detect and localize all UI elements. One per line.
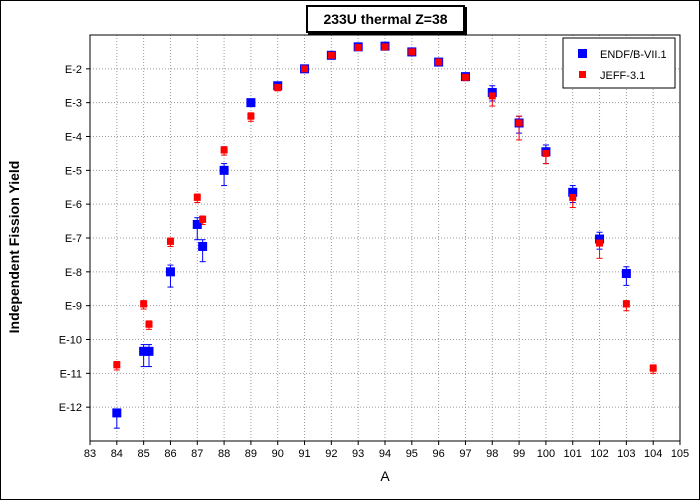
jeff-point: [515, 119, 523, 127]
x-tick-label: 91: [298, 448, 310, 460]
endf-point: [568, 187, 578, 197]
jeff-point: [596, 239, 604, 247]
x-tick-label: 101: [564, 448, 582, 460]
endf-point: [165, 267, 175, 277]
x-tick-label: 104: [644, 448, 662, 460]
y-tick-label: E-5: [65, 165, 82, 177]
y-tick-label: E-8: [65, 267, 82, 279]
endf-point: [246, 98, 256, 108]
legend-label-endf: ENDF/B-VII.1: [600, 49, 667, 61]
legend-marker-jeff: [579, 71, 586, 78]
jeff-point: [381, 43, 389, 51]
endf-point: [621, 269, 631, 279]
x-tick-label: 85: [138, 448, 150, 460]
endf-point: [198, 241, 208, 251]
jeff-point: [649, 364, 657, 372]
jeff-point: [622, 300, 630, 308]
jeff-point: [220, 146, 228, 154]
endf-point: [139, 346, 149, 356]
x-tick-label: 102: [590, 448, 608, 460]
y-tick-label: E-4: [65, 132, 82, 144]
jeff-point: [301, 65, 309, 73]
grid-lines: [90, 35, 680, 441]
jeff-point: [327, 51, 335, 59]
y-tick-label: E-12: [59, 402, 82, 414]
x-tick-label: 92: [325, 448, 337, 460]
y-tick-label: E-6: [65, 199, 82, 211]
jeff-point: [166, 237, 174, 245]
jeff-point: [435, 58, 443, 66]
x-tick-label: 93: [352, 448, 364, 460]
y-tick-label: E-11: [60, 368, 82, 380]
x-tick-label: 97: [459, 448, 471, 460]
y-tick-label: E-9: [65, 301, 82, 313]
x-tick-label: 94: [379, 448, 391, 460]
endf-point: [192, 219, 202, 229]
jeff-point: [145, 320, 153, 328]
jeff-point: [274, 83, 282, 91]
x-axis: 83 84 85 86 87 88 89 90 91 92 93 94 95 96 97 98 99 100 101…: [84, 441, 689, 460]
chart-title-text: 233U thermal Z=38: [323, 11, 448, 27]
data-markers: [112, 41, 657, 418]
x-tick-label: 86: [164, 448, 176, 460]
endf-point: [219, 165, 229, 175]
x-tick-label: 84: [111, 448, 123, 460]
x-axis-title: A: [380, 468, 390, 484]
y-tick-label: E-2: [65, 64, 82, 76]
endf-point: [112, 408, 122, 418]
x-tick-label: 89: [245, 448, 257, 460]
jeff-point: [569, 193, 577, 201]
legend: ENDF/B-VII.1 JEFF-3.1: [562, 37, 676, 89]
jeff-point: [542, 149, 550, 157]
chart-title: 233U thermal Z=38: [306, 5, 465, 33]
x-tick-label: 87: [191, 448, 203, 460]
jeff-point: [199, 215, 207, 223]
legend-marker-endf: [578, 49, 587, 58]
x-tick-label: 105: [671, 448, 689, 460]
x-tick-label: 103: [617, 448, 635, 460]
y-tick-label: E-3: [65, 98, 82, 110]
jeff-point: [408, 48, 416, 56]
x-tick-label: 88: [218, 448, 230, 460]
x-tick-label: 100: [537, 448, 555, 460]
jeff-point: [461, 73, 469, 81]
jeff-point: [140, 300, 148, 308]
jeff-point: [488, 92, 496, 100]
legend-box: [562, 37, 676, 89]
x-tick-label: 95: [406, 448, 418, 460]
jeff-point: [354, 44, 362, 52]
legend-label-jeff: JEFF-3.1: [600, 70, 645, 82]
y-tick-label: E-10: [59, 335, 82, 347]
jeff-point: [247, 112, 255, 120]
x-tick-label: 90: [272, 448, 284, 460]
endf-point: [595, 234, 605, 244]
y-axis: E-2 E-3 E-4 E-5 E-6 E-7 E-8 E-9 E-10 E-11 E-12: [59, 64, 90, 414]
x-tick-label: 83: [84, 448, 96, 460]
jeff-point: [193, 193, 201, 201]
y-tick-label: E-7: [65, 233, 82, 245]
x-tick-label: 98: [486, 448, 498, 460]
jeff-point: [113, 361, 121, 369]
endf-point: [144, 346, 154, 356]
x-tick-label: 96: [433, 448, 445, 460]
y-axis-title: Independent Fission Yield: [6, 161, 22, 334]
x-tick-label: 99: [513, 448, 525, 460]
